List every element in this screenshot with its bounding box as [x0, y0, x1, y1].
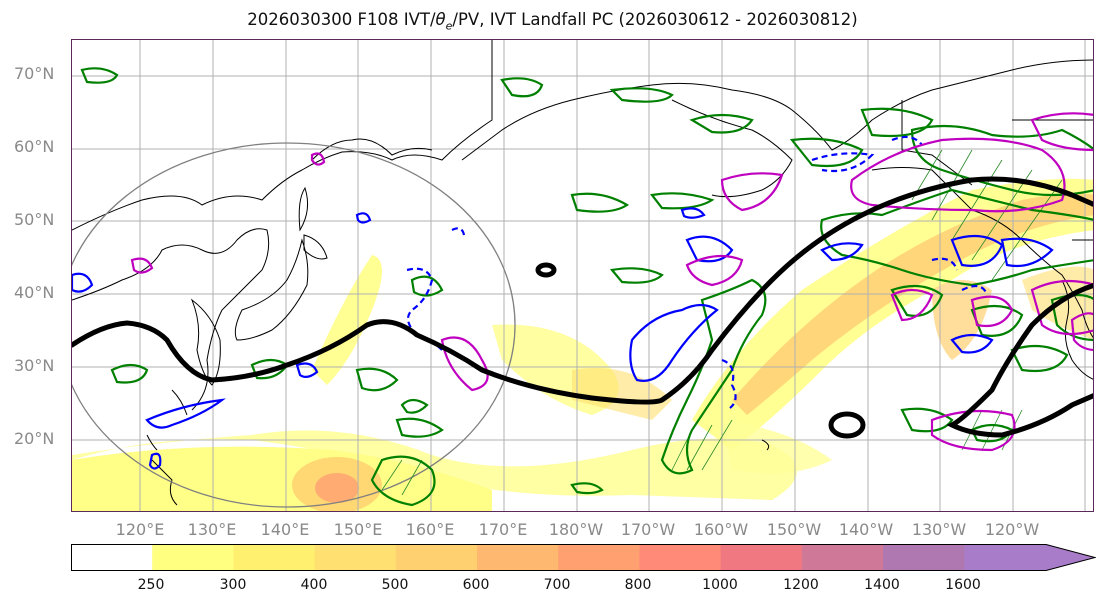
colorbar-outline	[71, 544, 1096, 571]
lon-label-140e: 140°E	[260, 520, 310, 539]
colorbar-segment	[152, 544, 234, 571]
lon-label-130e: 130°E	[187, 520, 237, 539]
colorbar-tick-1200: 1200	[783, 577, 819, 593]
colorbar-segment	[314, 544, 397, 571]
gridlines	[72, 40, 1093, 511]
colorbar-tick-1600: 1600	[945, 577, 981, 593]
lat-label-20n: 20°N	[14, 429, 55, 448]
colorbar-tick-1400: 1400	[864, 577, 900, 593]
colorbar-segment	[71, 544, 153, 571]
lon-label-120e: 120°E	[115, 520, 165, 539]
colorbar-tick-800: 800	[624, 577, 652, 593]
lon-label-160w: 160°W	[693, 520, 749, 539]
colorbar-tick-300: 300	[219, 577, 247, 593]
lon-label-150w: 150°W	[766, 520, 822, 539]
colorbar-segment	[639, 544, 722, 571]
lon-label-160e: 160°E	[405, 520, 455, 539]
chart-title: 2026030300 F108 IVT/θe/PV, IVT Landfall …	[0, 10, 1105, 32]
green-contours	[80, 67, 1093, 507]
radius-circle	[72, 142, 516, 508]
colorbar-tick-700: 700	[543, 577, 571, 593]
theta-symbol: θ	[435, 10, 446, 29]
map-panel	[71, 39, 1094, 512]
colorbar-tick-400: 400	[300, 577, 328, 593]
lat-label-40n: 40°N	[14, 283, 55, 302]
lon-label-170w: 170°W	[620, 520, 676, 539]
ivt-pc-lines	[72, 176, 1093, 439]
colorbar-tick-1000: 1000	[702, 577, 738, 593]
lon-label-120w: 120°W	[984, 520, 1040, 539]
colorbar-tick-250: 250	[137, 577, 165, 593]
title-suffix: /PV, IVT Landfall PC (2026030612 - 20260…	[452, 10, 858, 29]
lon-label-180w: 180°W	[548, 520, 604, 539]
coastlines	[72, 40, 1093, 506]
colorbar-segment	[883, 544, 965, 571]
colorbar-segment	[964, 544, 1095, 571]
lon-label-130w: 130°W	[911, 520, 967, 539]
colorbar-segment	[558, 544, 640, 571]
colorbar-segment	[477, 544, 559, 571]
colorbar-segments	[71, 544, 1095, 571]
theta-subscript: e	[445, 19, 453, 33]
colorbar-segment	[233, 544, 316, 571]
lat-label-70n: 70°N	[14, 64, 55, 83]
colorbar-tick-600: 600	[462, 577, 490, 593]
lat-label-60n: 60°N	[14, 137, 55, 156]
lat-label-30n: 30°N	[14, 356, 55, 375]
lon-label-170e: 170°E	[478, 520, 528, 539]
colorbar-tick-500: 500	[381, 577, 409, 593]
map-canvas	[72, 40, 1093, 511]
lat-label-50n: 50°N	[14, 210, 55, 229]
colorbar-segment	[720, 544, 803, 571]
title-prefix: 2026030300 F108 IVT/	[247, 10, 436, 29]
colorbar-segment	[395, 544, 478, 571]
ivt-colorbar	[71, 544, 1096, 571]
lon-label-150e: 150°E	[333, 520, 383, 539]
lon-label-140w: 140°W	[838, 520, 894, 539]
colorbar-segment	[801, 544, 884, 571]
ivt-shading	[72, 178, 1093, 511]
